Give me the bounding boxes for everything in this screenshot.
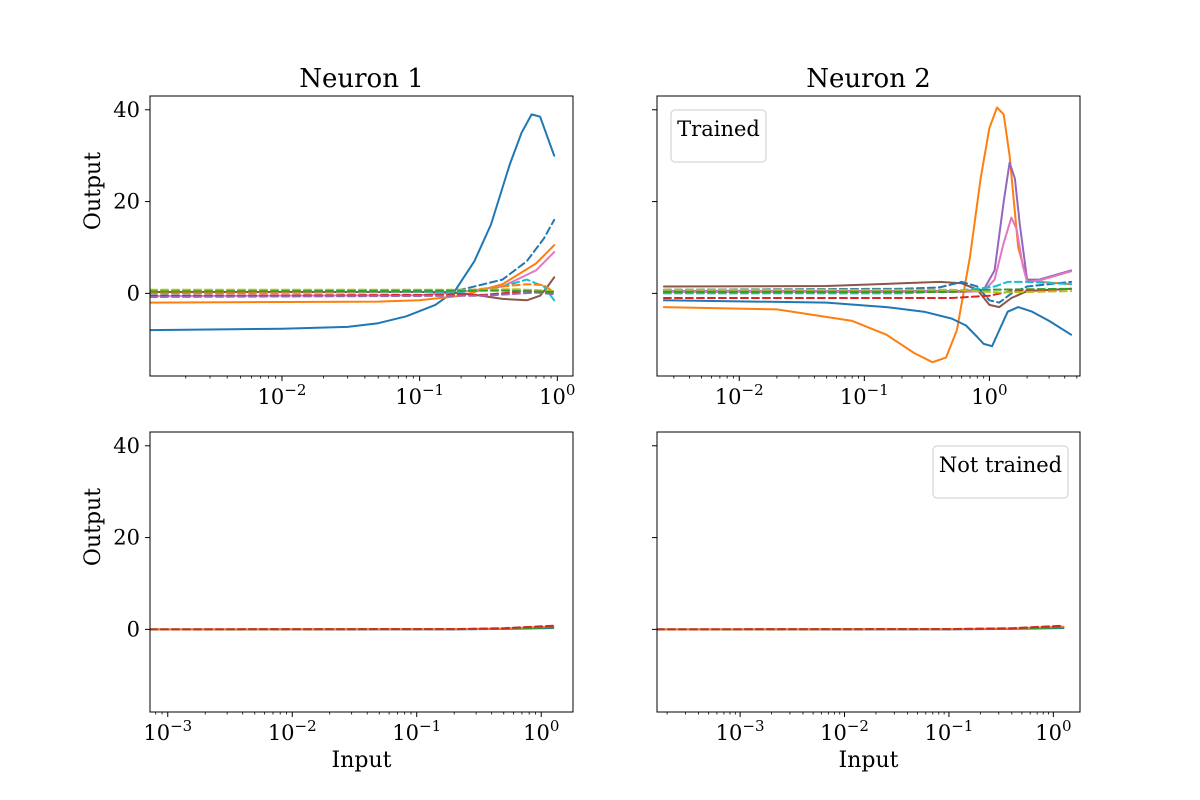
panel-top-left: 10−2 10−1 100 0 20 40 Neuron 1 Output bbox=[81, 64, 575, 409]
series-line-blue bbox=[662, 299, 1073, 348]
series-line-red-dashed bbox=[657, 624, 1065, 631]
series-group bbox=[150, 624, 555, 631]
series-line-purple bbox=[662, 161, 1073, 293]
y-axis-label: Output bbox=[81, 488, 106, 566]
x-tick-label: 100 bbox=[523, 717, 559, 745]
legend-label: Not trained bbox=[939, 453, 1062, 477]
series-line-olive-dashed bbox=[150, 288, 556, 293]
x-axis-label: Input bbox=[332, 748, 392, 773]
y-tick-label: 20 bbox=[113, 526, 140, 550]
series-line-blue-dashed bbox=[150, 218, 556, 293]
series-line-blue bbox=[150, 113, 556, 332]
axes-frame bbox=[149, 431, 574, 713]
y-tick-label: 20 bbox=[113, 190, 140, 214]
x-tick-label: 10−2 bbox=[258, 381, 307, 409]
y-tick-label: 0 bbox=[127, 281, 140, 305]
y-tick-label: 40 bbox=[113, 434, 140, 458]
x-tick-label: 10−2 bbox=[715, 381, 764, 409]
x-tick-label: 10−3 bbox=[143, 717, 192, 745]
panel-title: Neuron 2 bbox=[806, 64, 931, 94]
series-line-red-dashed bbox=[150, 624, 555, 631]
axes-frame bbox=[656, 431, 1081, 713]
series-group bbox=[662, 106, 1073, 364]
x-tick-label: 10−2 bbox=[820, 717, 869, 745]
y-tick-label: 0 bbox=[127, 617, 140, 641]
y-axis-label: Output bbox=[81, 152, 106, 230]
x-tick-label: 10−1 bbox=[395, 381, 444, 409]
panel-top-right: 10−2 10−1 100 Neuron 2 Trained bbox=[652, 64, 1081, 409]
series-line-cyan-dashed bbox=[662, 280, 1073, 295]
panel-title: Neuron 1 bbox=[299, 64, 424, 94]
x-tick-label: 10−1 bbox=[925, 717, 974, 745]
series-group bbox=[150, 113, 556, 332]
x-tick-label: 10−3 bbox=[716, 717, 765, 745]
y-tick-label: 40 bbox=[113, 98, 140, 122]
series-line-purple-dashed bbox=[150, 291, 556, 298]
series-line-green-dashed bbox=[662, 287, 1073, 293]
x-tick-label: 100 bbox=[1035, 717, 1071, 745]
x-tick-label: 100 bbox=[971, 381, 1007, 409]
series-line-green-dashed bbox=[150, 289, 556, 293]
x-tick-label: 10−2 bbox=[268, 717, 317, 745]
x-tick-label: 10−1 bbox=[392, 717, 441, 745]
legend-box bbox=[932, 445, 1069, 499]
series-line-pink bbox=[662, 216, 1073, 293]
legend-label: Trained bbox=[677, 117, 760, 141]
panel-bottom-right: 10−3 10−2 10−1 100 Input Not trained bbox=[652, 431, 1081, 773]
x-tick-label: 100 bbox=[539, 381, 575, 409]
x-axis-label: Input bbox=[839, 748, 899, 773]
series-line-olive-dashed bbox=[662, 288, 1073, 294]
panel-bottom-left: 10−3 10−2 10−1 100 0 20 40 Input Output bbox=[81, 431, 574, 773]
x-tick-label: 10−1 bbox=[840, 381, 889, 409]
series-line-green-dashed bbox=[150, 626, 555, 631]
legend-box bbox=[670, 109, 767, 163]
axes-frame bbox=[656, 95, 1081, 377]
series-group bbox=[657, 624, 1065, 631]
series-line-red-dashed bbox=[662, 287, 1073, 299]
axes-frame bbox=[149, 95, 574, 377]
